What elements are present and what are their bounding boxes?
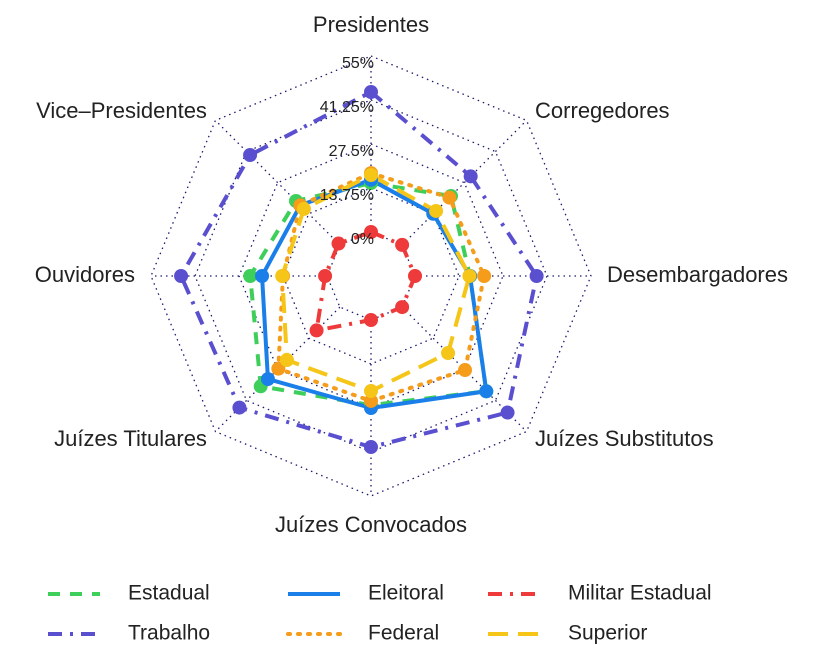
- marker: [500, 405, 515, 420]
- marker: [463, 169, 478, 184]
- marker: [364, 384, 378, 399]
- marker: [441, 346, 456, 361]
- marker: [364, 168, 378, 183]
- category-label: Ouvidores: [35, 262, 135, 287]
- category-label: Juízes Titulares: [54, 426, 207, 451]
- marker: [364, 225, 378, 239]
- radial-tick-label: 27.5%: [329, 143, 374, 160]
- category-label: Desembargadores: [607, 262, 788, 287]
- legend-label: Trabalho: [128, 622, 210, 645]
- radial-tick-label: 13.75%: [320, 187, 374, 204]
- marker: [174, 269, 189, 283]
- marker: [309, 323, 324, 338]
- marker: [429, 203, 444, 218]
- marker: [395, 237, 410, 252]
- category-label: Juízes Substitutos: [535, 426, 714, 451]
- legend-label: Superior: [568, 622, 647, 645]
- category-label: Vice–Presidentes: [36, 98, 207, 123]
- marker: [318, 269, 333, 283]
- marker: [243, 269, 258, 283]
- marker: [255, 269, 270, 283]
- marker: [364, 393, 378, 408]
- category-label: Presidentes: [313, 12, 429, 37]
- marker: [232, 400, 247, 415]
- marker: [243, 148, 258, 163]
- marker: [279, 353, 294, 368]
- category-label: Juízes Convocados: [275, 512, 467, 537]
- marker: [395, 300, 410, 315]
- marker: [296, 201, 311, 216]
- legend-label: Eleitoral: [368, 582, 444, 605]
- marker: [477, 269, 492, 283]
- marker: [408, 269, 422, 283]
- grid-ring: [150, 55, 592, 497]
- marker: [479, 384, 494, 399]
- marker: [271, 361, 286, 376]
- marker: [364, 440, 378, 455]
- radial-tick-label: 55%: [342, 55, 374, 72]
- radial-tick-label: 0%: [351, 231, 374, 248]
- marker: [462, 269, 477, 283]
- legend-label: Militar Estadual: [568, 582, 712, 605]
- marker: [442, 190, 457, 205]
- radial-tick-label: 41.25%: [320, 99, 374, 116]
- legend-label: Federal: [368, 622, 439, 645]
- legend-label: Estadual: [128, 582, 210, 605]
- marker: [275, 269, 290, 283]
- spoke: [401, 119, 528, 246]
- marker: [260, 372, 275, 387]
- marker: [331, 236, 346, 251]
- spoke: [214, 119, 341, 246]
- marker: [529, 269, 544, 283]
- marker: [458, 363, 473, 378]
- category-label: Corregedores: [535, 98, 670, 123]
- marker: [364, 85, 378, 99]
- marker: [364, 313, 378, 327]
